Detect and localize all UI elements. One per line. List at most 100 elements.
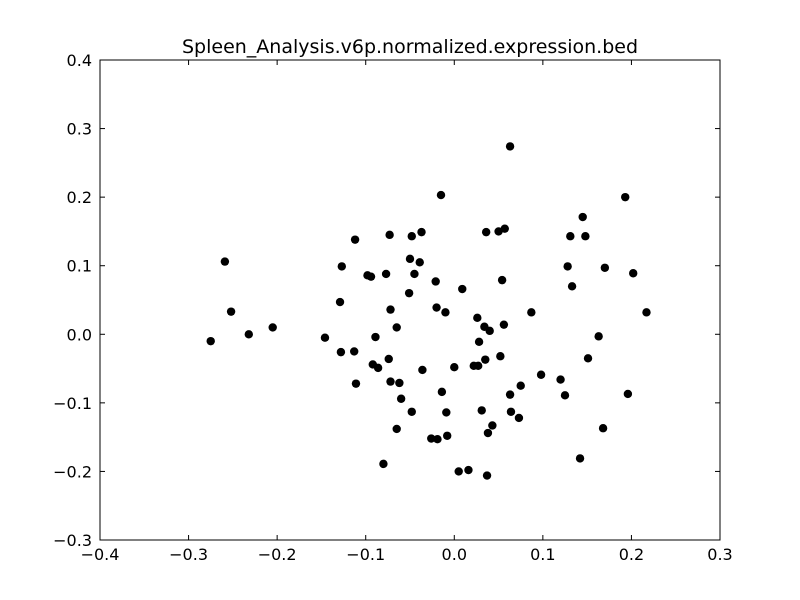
- data-point: [407, 407, 416, 416]
- data-point: [384, 354, 393, 364]
- data-point: [527, 308, 536, 317]
- data-point: [485, 326, 494, 336]
- data-point: [351, 379, 361, 388]
- data-points: [206, 142, 651, 480]
- chart-title: Spleen_Analysis.v6p.normalized.expressio…: [182, 36, 638, 58]
- data-point: [410, 269, 419, 279]
- data-point: [396, 394, 406, 403]
- y-tick-label: 0.3: [67, 120, 92, 139]
- data-point: [433, 435, 442, 444]
- data-point: [405, 254, 415, 264]
- data-point: [392, 323, 401, 332]
- data-point: [583, 354, 593, 363]
- data-point: [506, 407, 516, 416]
- data-point: [560, 391, 570, 400]
- plot-area: [99, 59, 721, 541]
- data-point: [563, 262, 572, 271]
- data-point: [392, 424, 401, 434]
- data-point: [407, 232, 416, 241]
- data-point: [464, 465, 473, 475]
- data-point: [244, 330, 253, 339]
- data-point: [206, 336, 215, 346]
- data-point: [432, 303, 441, 312]
- data-point: [427, 434, 436, 443]
- data-point: [598, 424, 608, 433]
- data-point: [481, 227, 491, 237]
- y-tick-label: 0.0: [67, 325, 92, 344]
- data-point: [516, 381, 525, 390]
- data-point: [436, 190, 446, 200]
- data-point: [505, 390, 515, 399]
- data-point: [642, 308, 651, 317]
- data-point: [474, 337, 484, 347]
- data-point: [442, 408, 451, 417]
- x-tick-label: −0.1: [346, 545, 385, 564]
- y-tick-label: 0.1: [67, 257, 92, 276]
- data-point: [488, 421, 497, 430]
- data-point: [578, 212, 587, 222]
- x-tick-label: −0.2: [258, 545, 297, 564]
- data-point: [220, 257, 230, 266]
- data-point: [418, 365, 427, 375]
- data-point: [415, 258, 424, 267]
- x-tick-label: −0.3: [169, 545, 208, 564]
- data-point: [566, 232, 575, 241]
- data-point: [629, 269, 638, 278]
- data-point: [373, 363, 383, 373]
- data-point: [474, 361, 483, 371]
- data-point: [621, 192, 630, 202]
- data-point: [441, 308, 450, 317]
- data-point: [417, 227, 426, 237]
- data-point: [567, 282, 577, 291]
- data-point: [505, 142, 515, 151]
- data-point: [496, 352, 505, 361]
- data-point: [386, 377, 395, 386]
- axis-tick-labels: −0.4 −0.3 −0.2 −0.1 0.0 0.1 0.2 0.3−0.3−0.2−0.1…: [53, 51, 733, 564]
- x-tick-label: 0.1: [530, 545, 555, 564]
- data-point: [594, 332, 603, 341]
- y-tick-label: 0.2: [67, 188, 92, 207]
- data-point: [500, 224, 509, 233]
- x-tick-label: 0.3: [707, 545, 732, 564]
- y-tick-label: −0.3: [53, 531, 92, 550]
- data-point: [268, 323, 277, 332]
- x-tick-label: 0.0: [442, 545, 467, 564]
- x-tick-label: 0.2: [619, 545, 644, 564]
- data-point: [386, 305, 395, 314]
- data-point: [477, 406, 486, 415]
- data-point: [600, 263, 610, 272]
- data-point: [381, 269, 391, 279]
- data-point: [226, 307, 236, 316]
- data-point: [320, 333, 330, 342]
- data-point: [482, 471, 492, 480]
- data-point: [335, 297, 345, 307]
- data-point: [499, 320, 509, 329]
- data-point: [458, 284, 467, 294]
- x-tick-label: −0.4: [81, 545, 120, 564]
- data-point: [379, 459, 388, 469]
- y-tick-label: 0.4: [67, 51, 92, 70]
- data-point: [556, 375, 565, 384]
- data-point: [454, 467, 463, 476]
- data-point: [514, 413, 524, 423]
- data-point: [450, 363, 459, 372]
- data-point: [395, 378, 404, 388]
- data-point: [437, 387, 447, 397]
- data-point: [337, 262, 346, 271]
- y-tick-label: −0.1: [53, 394, 92, 413]
- data-point: [431, 277, 440, 286]
- data-point: [371, 332, 380, 342]
- data-point: [404, 288, 414, 298]
- data-point: [473, 313, 482, 323]
- data-point: [481, 355, 490, 364]
- data-point: [536, 370, 546, 379]
- data-point: [497, 275, 507, 285]
- data-point: [350, 235, 360, 244]
- data-point: [336, 347, 346, 357]
- y-tick-label: −0.2: [53, 462, 92, 481]
- data-point: [581, 232, 590, 241]
- data-point: [575, 454, 585, 463]
- data-point: [350, 347, 359, 356]
- data-point: [366, 272, 376, 281]
